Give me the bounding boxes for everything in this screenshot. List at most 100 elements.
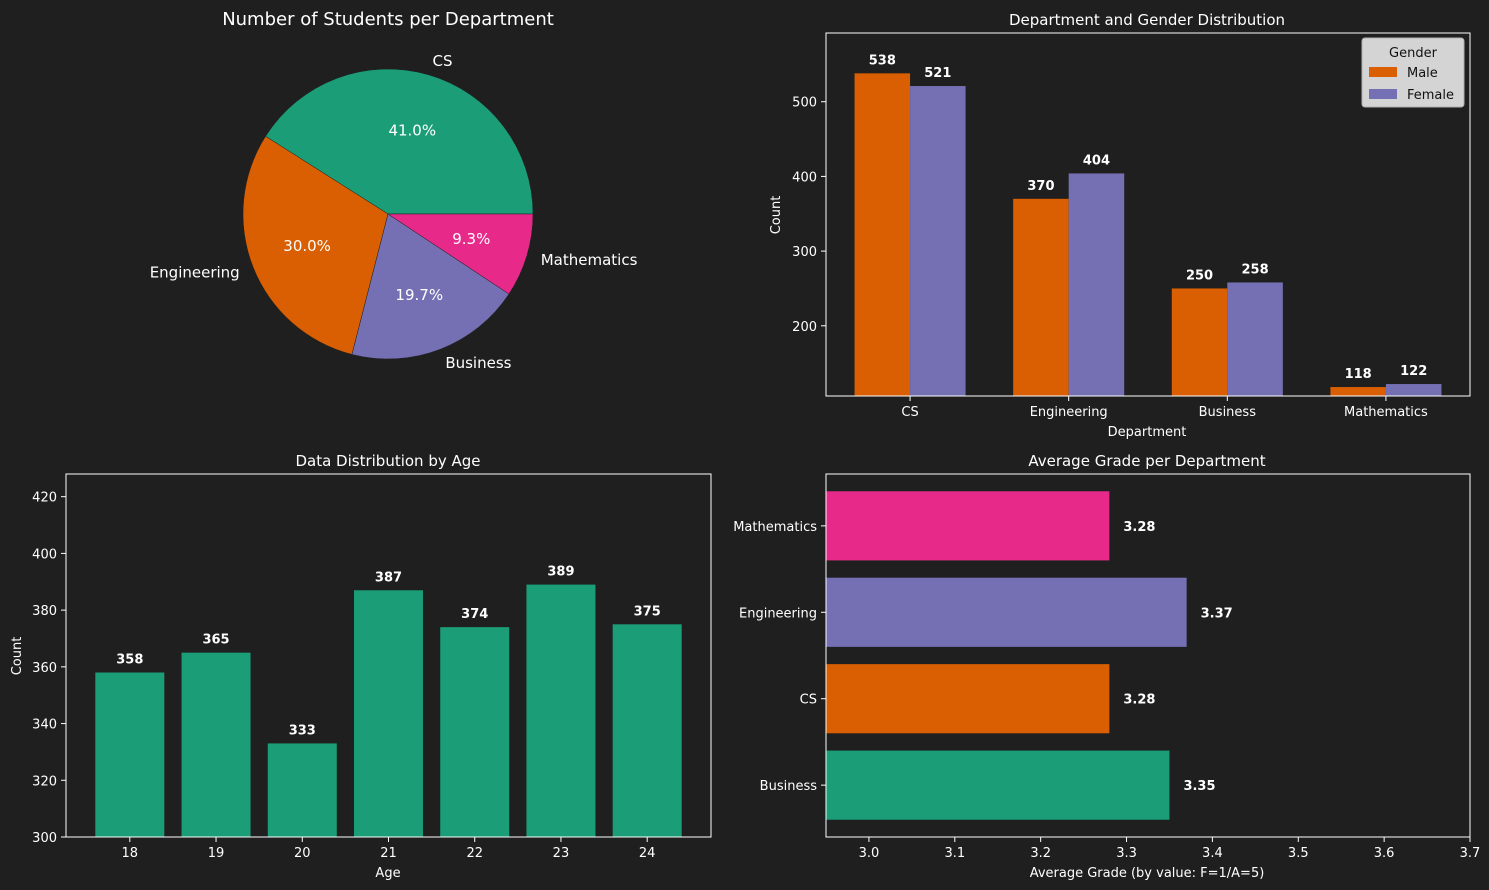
pie-slice-business bbox=[351, 213, 510, 360]
grade-ytick-mathematics: Mathematics bbox=[733, 520, 817, 535]
grade-label-cs: 3.28 bbox=[1123, 693, 1155, 708]
age-ytick-420: 420 bbox=[32, 491, 57, 506]
legend-title: Gender bbox=[1389, 46, 1438, 61]
age-label-20: 333 bbox=[289, 723, 316, 738]
age-label-24: 375 bbox=[634, 604, 661, 619]
gender-legend: Gender Male Female bbox=[1361, 37, 1465, 108]
grade-xtick-3-4: 3.4 bbox=[1202, 846, 1223, 861]
age-ytick-360: 360 bbox=[32, 661, 57, 676]
age-bar-21 bbox=[354, 590, 423, 837]
bar-female-business bbox=[1227, 282, 1283, 396]
age-label-22: 374 bbox=[461, 607, 488, 622]
grade-xtick-3-2: 3.2 bbox=[1030, 846, 1051, 861]
grade-label-business: 3.35 bbox=[1183, 779, 1215, 794]
age-label-18: 358 bbox=[116, 653, 143, 668]
grade-xtick-3-0: 3.0 bbox=[859, 846, 880, 861]
grade-bar-business bbox=[826, 750, 1170, 820]
label-male-business: 250 bbox=[1186, 268, 1213, 283]
bar-male-cs bbox=[854, 73, 911, 396]
pie-title: Number of Students per Department bbox=[222, 9, 554, 30]
pie-slice-cs bbox=[265, 68, 534, 215]
legend-label-female: Female bbox=[1407, 88, 1454, 103]
age-chart-xlabel: Age bbox=[375, 866, 400, 881]
pie-pct-cs: 41.0% bbox=[388, 121, 436, 139]
gender-xtick-business: Business bbox=[1199, 405, 1257, 420]
age-xtick-19: 19 bbox=[208, 846, 225, 861]
grade-bar-cs bbox=[826, 664, 1110, 734]
age-label-23: 389 bbox=[547, 565, 574, 580]
grade-chart-frame bbox=[825, 473, 1471, 838]
bar-male-business bbox=[1171, 288, 1228, 396]
pie-slice-mathematics bbox=[387, 213, 534, 295]
age-xtick-22: 22 bbox=[466, 846, 483, 861]
age-label-19: 365 bbox=[202, 633, 229, 648]
gender-chart-title: Department and Gender Distribution bbox=[1009, 11, 1285, 29]
age-bar-18 bbox=[95, 672, 165, 837]
age-xtick-24: 24 bbox=[639, 846, 656, 861]
grade-chart-xlabel: Average Grade (by value: F=1/A=5) bbox=[1030, 866, 1265, 881]
grade-bar-engineering bbox=[826, 577, 1187, 647]
grade-bar-mathematics bbox=[826, 491, 1110, 561]
age-xtick-18: 18 bbox=[122, 846, 139, 861]
age-chart-frame bbox=[65, 473, 712, 838]
age-ytick-380: 380 bbox=[32, 604, 57, 619]
gender-chart-frame bbox=[825, 32, 1471, 397]
pie-label-business: Business bbox=[445, 354, 511, 372]
grade-label-mathematics: 3.28 bbox=[1123, 520, 1155, 535]
bar-male-engineering bbox=[1013, 198, 1069, 396]
gender-ytick-200: 200 bbox=[792, 320, 817, 335]
age-xtick-20: 20 bbox=[294, 846, 311, 861]
label-male-cs: 538 bbox=[869, 53, 896, 68]
grade-xtick-3-1: 3.1 bbox=[944, 846, 965, 861]
bar-female-mathematics bbox=[1385, 384, 1442, 396]
gender-chart-ylabel: Count bbox=[769, 196, 784, 235]
grade-xtick-3-6: 3.6 bbox=[1374, 846, 1395, 861]
grade-xtick-3-5: 3.5 bbox=[1288, 846, 1309, 861]
pie-label-cs: CS bbox=[432, 52, 452, 70]
bar-male-mathematics bbox=[1330, 387, 1386, 396]
grouped-bar-chart-gender: Department and Gender Distribution Depar… bbox=[769, 11, 1471, 440]
label-female-mathematics: 122 bbox=[1400, 364, 1427, 379]
label-female-cs: 521 bbox=[924, 66, 951, 81]
pie-pct-mathematics: 9.3% bbox=[452, 230, 490, 248]
grade-ytick-business: Business bbox=[760, 779, 818, 794]
age-bar-22 bbox=[440, 627, 510, 837]
grade-xtick-3-7: 3.7 bbox=[1460, 846, 1481, 861]
age-bar-20 bbox=[267, 743, 337, 837]
grade-xtick-3-3: 3.3 bbox=[1116, 846, 1137, 861]
age-xtick-23: 23 bbox=[553, 846, 570, 861]
age-chart-ylabel: Count bbox=[10, 637, 25, 676]
age-ytick-340: 340 bbox=[32, 718, 57, 733]
age-ytick-400: 400 bbox=[32, 547, 57, 562]
bar-female-cs bbox=[910, 86, 966, 397]
age-xtick-21: 21 bbox=[380, 846, 397, 861]
legend-swatch-female bbox=[1369, 89, 1397, 99]
label-female-engineering: 404 bbox=[1083, 153, 1110, 168]
age-chart-title: Data Distribution by Age bbox=[295, 452, 480, 470]
age-label-21: 387 bbox=[375, 570, 402, 585]
pie-label-mathematics: Mathematics bbox=[541, 251, 638, 269]
gender-xtick-engineering: Engineering bbox=[1030, 405, 1108, 420]
gender-chart-xlabel: Department bbox=[1108, 425, 1187, 440]
label-male-mathematics: 118 bbox=[1345, 367, 1372, 382]
label-male-engineering: 370 bbox=[1027, 179, 1054, 194]
gender-xtick-cs: CS bbox=[901, 405, 918, 420]
grade-ytick-engineering: Engineering bbox=[739, 606, 817, 621]
grade-label-engineering: 3.37 bbox=[1201, 606, 1233, 621]
pie-pct-business: 19.7% bbox=[395, 286, 443, 304]
gender-xtick-mathematics: Mathematics bbox=[1344, 405, 1428, 420]
legend-label-male: Male bbox=[1407, 66, 1438, 81]
bar-female-engineering bbox=[1068, 173, 1125, 396]
legend-swatch-male bbox=[1369, 67, 1397, 77]
age-ytick-300: 300 bbox=[32, 831, 57, 846]
gender-ytick-400: 400 bbox=[792, 170, 817, 185]
bar-chart-age-distribution: Data Distribution by Age Age Count 300 32… bbox=[10, 452, 712, 881]
horizontal-bar-chart-grades: Average Grade per Department Average Gra… bbox=[733, 452, 1480, 881]
pie-slice-engineering bbox=[242, 135, 389, 355]
pie-chart-students-per-department: Number of Students per Department CS 41.0… bbox=[150, 9, 638, 372]
age-bar-23 bbox=[526, 584, 596, 837]
grade-chart-title: Average Grade per Department bbox=[1028, 452, 1265, 470]
age-bar-19 bbox=[181, 652, 251, 837]
gender-ytick-500: 500 bbox=[792, 96, 817, 111]
